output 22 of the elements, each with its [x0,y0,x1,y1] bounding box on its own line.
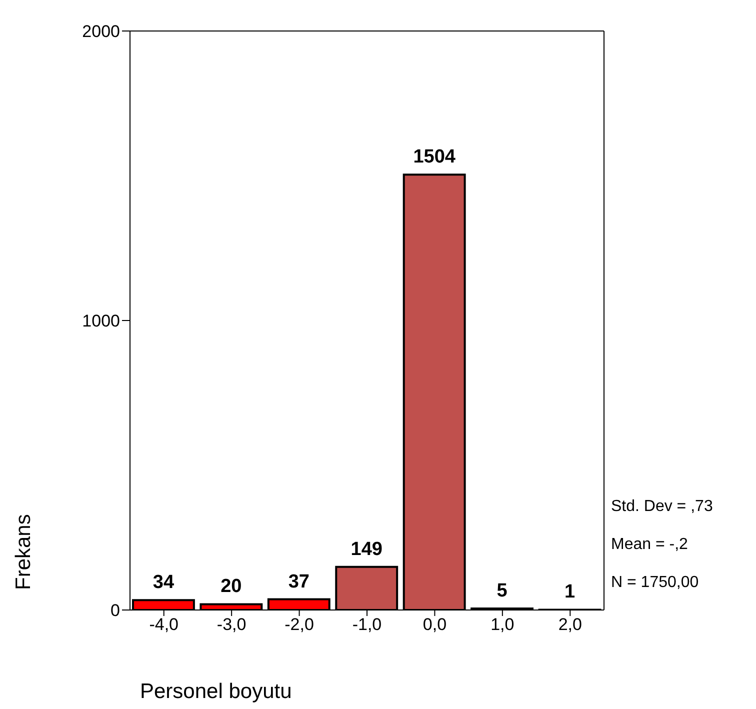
x-tick-label: -2,0 [284,615,314,634]
x-tick-label: -4,0 [149,615,179,634]
data-label: 37 [288,571,310,592]
x-tick-label: 0,0 [422,615,447,634]
y-axis-title: Frekans [12,514,35,590]
x-tick-label: 2,0 [558,615,582,634]
text: N = 1750,00 [611,574,699,592]
data-label: 149 [350,538,382,560]
data-label: 20 [220,576,242,598]
data-label: 34 [152,572,174,594]
x-tick-label: -3,0 [216,615,246,634]
text: Mean = -,2 [611,536,688,554]
x-tick-label: 1,0 [490,615,514,634]
data-label: 5 [496,580,508,602]
data-label: 1 [564,582,576,603]
x-tick-label: -1,0 [352,615,382,634]
y-tick-label: 1000 [82,312,120,331]
data-label: 1504 [413,146,456,168]
y-tick-label: 2000 [82,22,120,42]
text: Std. Dev = ,73 [611,498,713,516]
y-tick-label: 0 [110,601,120,620]
x-axis-title: Personel boyutu [140,680,292,703]
